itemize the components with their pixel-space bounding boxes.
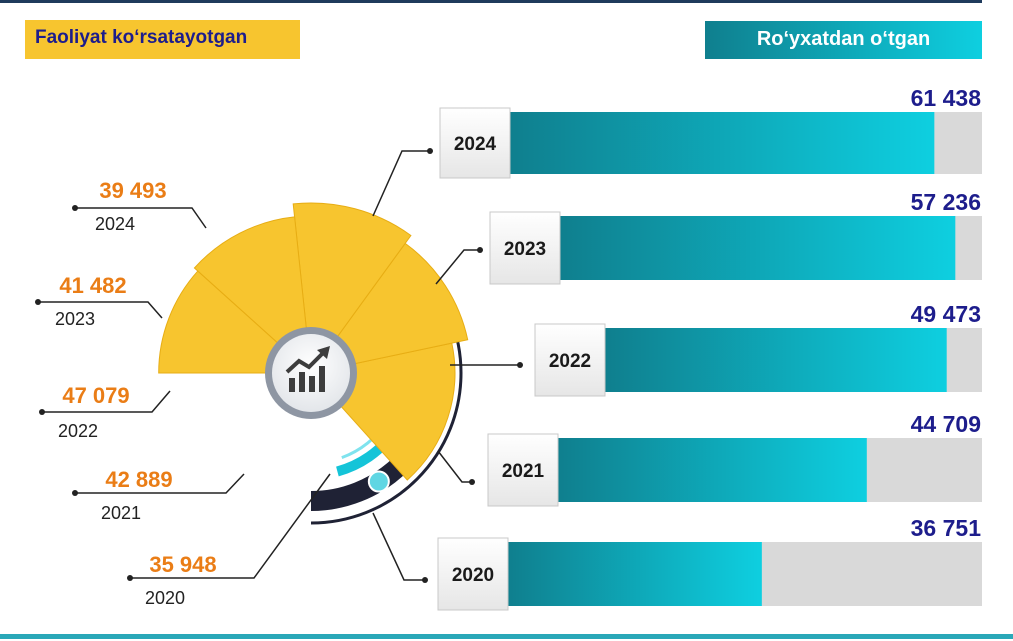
pie-leader-line-2021	[75, 473, 245, 494]
active-header-banner: Faoliyat ko‘rsatayotgan	[25, 20, 300, 59]
bar-value-label-2020: 36 751	[911, 515, 982, 541]
bar-year-label-2021: 2021	[502, 461, 545, 482]
pie-year-label-2020: 2020	[145, 588, 185, 608]
bottom-divider	[0, 634, 1013, 639]
bar-year-box-2022	[534, 323, 606, 397]
growth-chart-icon	[285, 346, 330, 392]
bar-value-label-2021: 44 709	[911, 411, 981, 437]
bar-fill-2024	[510, 112, 935, 174]
pie-leader-dot-2024	[72, 205, 78, 211]
pie-year-label-2024: 2024	[95, 214, 135, 234]
bar-leader-line-2023	[435, 249, 480, 285]
pie-leader-line-2022	[42, 390, 171, 413]
bar-leader-line-2021	[437, 450, 472, 483]
bar-leader-line-2024	[372, 150, 430, 217]
pie-sector-2021	[309, 242, 469, 374]
bar-fill-2023	[560, 216, 956, 280]
pie-value-label-2021: 42 889	[105, 467, 172, 492]
bar-year-box-2021	[487, 433, 559, 507]
bar-year-box-2020	[437, 537, 509, 611]
bar-leader-dot-2023	[477, 247, 483, 253]
bar-leader-line-2020	[372, 512, 425, 581]
pie-value-label-2020: 35 948	[149, 552, 216, 577]
bar-value-label-2022: 49 473	[911, 301, 981, 327]
bar-year-label-2023: 2023	[504, 239, 546, 260]
bar-year-label-2022: 2022	[549, 351, 591, 372]
bar-value-label-2024: 61 438	[911, 85, 982, 111]
bar-year-box-2023	[489, 211, 561, 285]
pie-leader-dot-2022	[39, 409, 45, 415]
top-divider	[0, 0, 982, 3]
bar-year-label-2020: 2020	[452, 565, 494, 586]
bar-year-label-2024: 2024	[454, 134, 497, 155]
pie-value-label-2023: 41 482	[59, 273, 126, 298]
bar-value-label-2023: 57 236	[911, 189, 981, 215]
bar-leader-dot-2022	[517, 362, 523, 368]
pie-leader-dot-2021	[72, 490, 78, 496]
hub-disc	[272, 334, 350, 412]
bar-leader-dot-2024	[427, 148, 433, 154]
bar-leader-dot-2021	[469, 479, 475, 485]
pie-value-label-2022: 47 079	[62, 383, 129, 408]
pie-leader-dot-2020	[127, 575, 133, 581]
bar-fill-2022	[605, 328, 947, 392]
bar-fill-2020	[508, 542, 762, 606]
pie-leader-line-2024	[75, 207, 207, 229]
ring-node-4	[367, 470, 390, 493]
pie-sector-2023	[193, 216, 312, 375]
pie-value-label-2024: 39 493	[99, 178, 166, 203]
pie-year-label-2022: 2022	[58, 421, 98, 441]
bar-leader-dot-2020	[422, 577, 428, 583]
pie-leader-line-2020	[130, 473, 331, 579]
bar-year-box-2024	[439, 107, 511, 179]
pie-leader-dot-2023	[35, 299, 41, 305]
pie-year-label-2021: 2021	[101, 503, 141, 523]
bar-fill-2021	[558, 438, 867, 502]
pie-year-label-2023: 2023	[55, 309, 95, 329]
pie-leader-line-2023	[38, 301, 163, 319]
registered-header-banner: Ro‘yxatdan o‘tgan	[705, 21, 982, 59]
